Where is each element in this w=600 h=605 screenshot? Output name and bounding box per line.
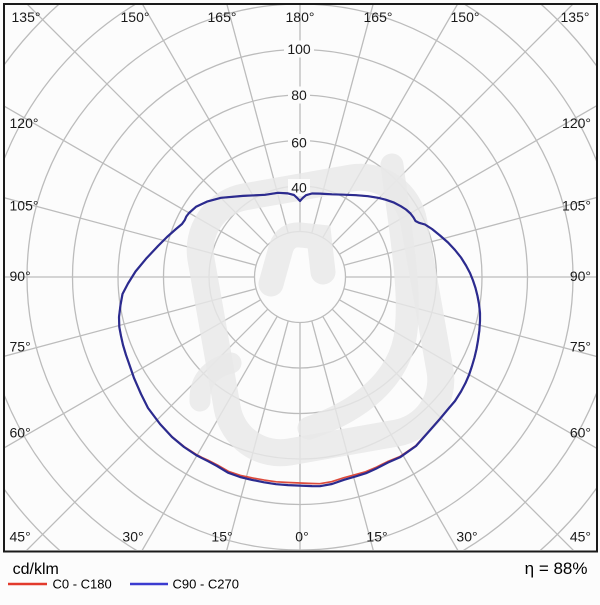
svg-text:165°: 165° bbox=[364, 9, 393, 25]
svg-text:η = 88%: η = 88% bbox=[525, 559, 588, 578]
svg-text:60°: 60° bbox=[570, 425, 591, 441]
svg-text:15°: 15° bbox=[211, 529, 232, 545]
svg-text:165°: 165° bbox=[208, 9, 237, 25]
svg-text:30°: 30° bbox=[456, 529, 477, 545]
svg-text:150°: 150° bbox=[121, 9, 150, 25]
svg-text:135°: 135° bbox=[561, 9, 590, 25]
svg-text:105°: 105° bbox=[562, 198, 591, 214]
svg-text:30°: 30° bbox=[122, 529, 143, 545]
svg-text:15°: 15° bbox=[366, 529, 387, 545]
svg-text:120°: 120° bbox=[10, 115, 39, 131]
svg-text:0°: 0° bbox=[295, 529, 308, 545]
svg-text:cd/klm: cd/klm bbox=[13, 561, 59, 578]
svg-text:105°: 105° bbox=[10, 198, 39, 214]
svg-text:60: 60 bbox=[291, 135, 307, 151]
svg-text:C90 - C270: C90 - C270 bbox=[173, 577, 239, 592]
svg-text:60°: 60° bbox=[10, 425, 31, 441]
svg-text:150°: 150° bbox=[451, 9, 480, 25]
svg-text:45°: 45° bbox=[570, 529, 591, 545]
svg-text:180°: 180° bbox=[286, 9, 315, 25]
svg-text:75°: 75° bbox=[10, 339, 31, 355]
svg-text:C0 - C180: C0 - C180 bbox=[53, 577, 112, 592]
svg-text:90°: 90° bbox=[10, 268, 31, 284]
svg-text:135°: 135° bbox=[12, 9, 41, 25]
svg-text:75°: 75° bbox=[570, 339, 591, 355]
svg-text:40: 40 bbox=[291, 180, 307, 196]
svg-text:80: 80 bbox=[291, 87, 307, 103]
svg-text:90°: 90° bbox=[570, 268, 591, 284]
svg-text:120°: 120° bbox=[562, 115, 591, 131]
svg-text:100: 100 bbox=[287, 41, 311, 57]
svg-text:45°: 45° bbox=[10, 529, 31, 545]
